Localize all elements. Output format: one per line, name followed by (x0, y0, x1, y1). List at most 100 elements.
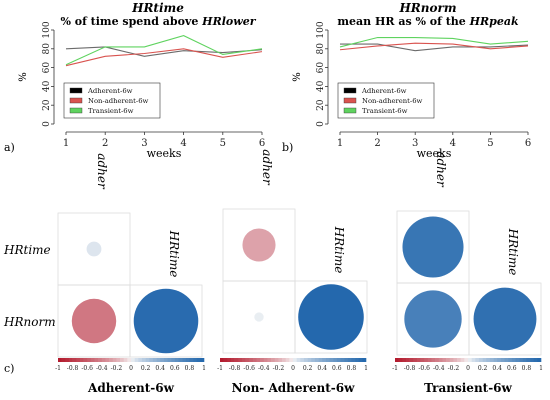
x-tick-label: 1 (63, 138, 69, 149)
legend-entry: Transient-6w (88, 107, 134, 115)
colorbar-segment (347, 358, 352, 362)
colorbar-segment (530, 358, 534, 362)
colorbar-segment (185, 358, 190, 362)
colorbar-segment (227, 358, 232, 362)
colorbar-segment (398, 358, 403, 362)
chart-subtitle-text: mean HR as % of the (337, 15, 469, 28)
chart-subtitle-term: HRpeak (469, 15, 519, 28)
colorbar-segment (249, 358, 254, 362)
colorbar-segment (189, 358, 194, 362)
y-tick-label: 60 (316, 62, 326, 74)
colorbar-segment (300, 358, 305, 362)
legend-entry: Transient-6w (362, 107, 408, 115)
colorbar-segment (293, 358, 297, 362)
colorbar-tick-label: 0.4 (155, 365, 165, 372)
y-axis-label: % (18, 72, 29, 82)
series-line-non-adherent-6w (65, 48, 263, 67)
colorbar-segment (260, 358, 265, 362)
colorbar-tick-label: 0.2 (141, 365, 151, 372)
colorbar-tick-label: -0.4 (433, 365, 445, 372)
colorbar-segment (145, 358, 150, 362)
colorbar-segment (282, 358, 286, 362)
corr-matrix-1: adher HRtime -1 -0.8 -0.6 -0.4 -0.2 0 0.2 0.4 0.6 0… (55, 153, 206, 395)
colorbar-tick-label: -0.8 (67, 365, 79, 372)
variable-label: adher (434, 151, 448, 188)
colorbar-tick-label: 0.8 (522, 365, 532, 372)
colorbar-segment (160, 358, 165, 362)
colorbar-segment (457, 358, 461, 362)
matrix-cell (294, 280, 368, 354)
y-tick-label: 60 (42, 62, 52, 74)
colorbar-segment (515, 358, 520, 362)
colorbar-segment (482, 358, 487, 362)
colorbar-segment (435, 358, 440, 362)
colorbar-segment (340, 358, 345, 362)
colorbar-segment (289, 358, 294, 362)
colorbar-tick-label: -0.2 (448, 365, 460, 372)
series-line-transient-6w (339, 36, 529, 48)
colorbar-segment (427, 358, 432, 362)
colorbar-segment (274, 358, 279, 362)
y-tick-label: 40 (316, 80, 326, 92)
colorbar-segment (303, 358, 308, 362)
colorbar-segment (127, 358, 132, 362)
colorbar-segment (79, 358, 84, 362)
colorbar-segment (134, 358, 139, 362)
colorbar-segment (252, 358, 257, 362)
legend-swatch (343, 87, 357, 94)
colorbar-tick-label: 1 (364, 365, 368, 372)
colorbar-segment (471, 358, 476, 362)
colorbar-segment (489, 358, 494, 362)
colorbar-segment (325, 358, 330, 362)
colorbar-tick-label: 0 (291, 365, 295, 372)
colorbar-segment (267, 358, 272, 362)
colorbar-segment (149, 358, 154, 362)
colorbar-tick-label: 0.6 (507, 365, 517, 372)
chart-subtitle: % of time spend above HRlower (60, 15, 256, 28)
corr-circle-adher-hrnorm (71, 298, 117, 344)
colorbar-segment (182, 358, 187, 362)
legend-swatch (69, 97, 83, 104)
series-line-transient-6w (65, 35, 263, 66)
legend-entry: Non-adherent-6w (88, 97, 149, 105)
colorbar-tick-label: 0 (129, 365, 133, 372)
colorbar-segment (453, 358, 458, 362)
colorbar-segment (446, 358, 451, 362)
variable-label: HRtime (332, 226, 346, 274)
colorbar-segment (351, 358, 356, 362)
colorbar-tick-label: 0.4 (492, 365, 502, 372)
group-label: Adherent-6w (87, 381, 175, 395)
colorbar-segment (314, 358, 319, 362)
colorbar-segment (362, 358, 367, 362)
colorbar-segment (522, 358, 527, 362)
colorbar-segment (223, 358, 228, 362)
colorbar-segment (112, 358, 117, 362)
colorbar-tick-label: 0.6 (332, 365, 342, 372)
variable-label: HRtime (167, 230, 181, 278)
colorbar-tick-label: -0.4 (96, 365, 108, 372)
colorbar-segment (171, 358, 176, 362)
x-axis-label: weeks (147, 147, 182, 160)
colorbar-segment (464, 358, 469, 362)
x-tick-label: 5 (220, 138, 226, 149)
colorbar-segment (256, 358, 261, 362)
chart-title: HRtime (131, 1, 184, 15)
colorbar-segment (468, 358, 472, 362)
y-tick-label: 0 (316, 121, 326, 127)
colorbar-segment (200, 358, 205, 362)
legend-entry: Non-adherent-6w (362, 97, 423, 105)
colorbar-segment (120, 358, 124, 362)
x-tick-label: 6 (525, 138, 531, 149)
colorbar-segment (493, 358, 498, 362)
colorbar-segment (405, 358, 410, 362)
colorbar-segment (94, 358, 99, 362)
colorbar-segment (449, 358, 454, 362)
corr-circle-adher-hrtime (402, 216, 464, 278)
colorbar-segment (138, 358, 143, 362)
corr-circle-hrtime-hrnorm (298, 284, 364, 350)
colorbar-tick-label: -0.6 (81, 365, 93, 372)
colorbar-segment (537, 358, 542, 362)
legend-swatch (343, 107, 357, 114)
y-tick-label: 20 (42, 99, 52, 111)
